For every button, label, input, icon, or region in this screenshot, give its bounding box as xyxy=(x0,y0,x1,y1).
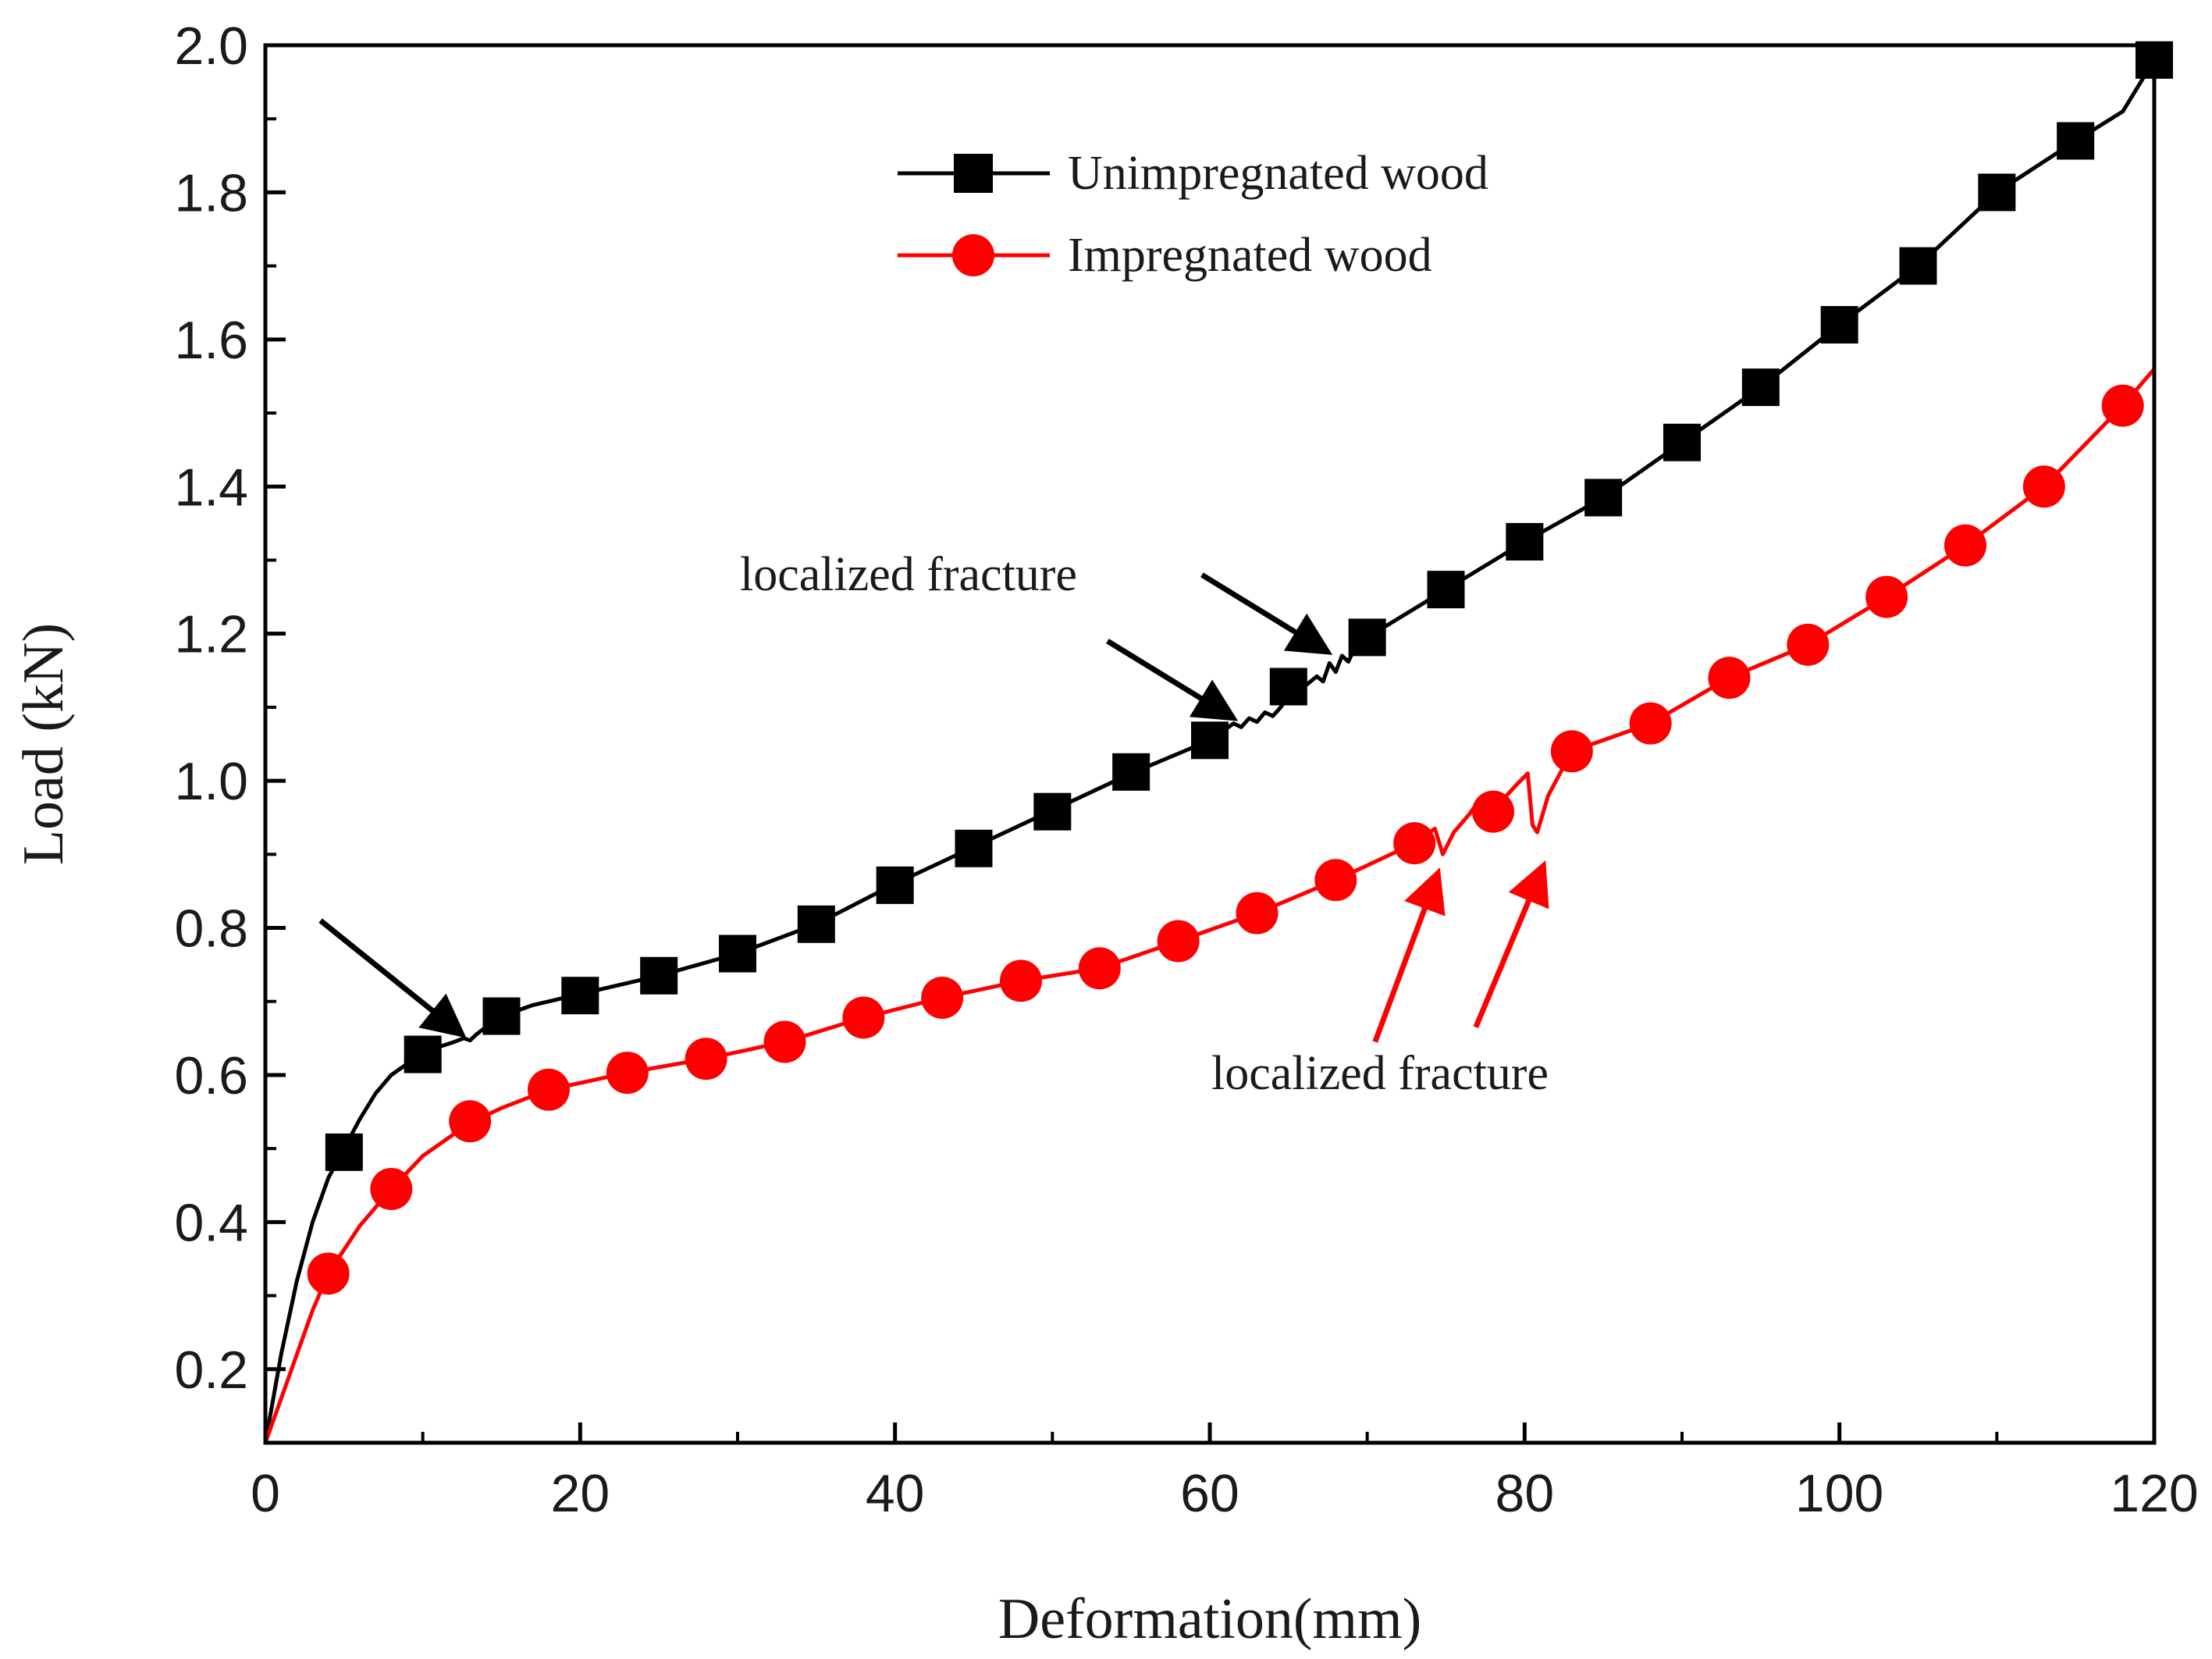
data-point-circle xyxy=(606,1052,649,1095)
x-tick-label: 120 xyxy=(2110,1464,2198,1523)
legend-label-impregnated: Impregnated wood xyxy=(1068,229,1432,282)
annotation-arrow-black xyxy=(318,918,467,1038)
x-tick-label: 80 xyxy=(1495,1464,1555,1523)
annotation-arrow-red xyxy=(1372,867,1446,1043)
y-tick-label: 2.0 xyxy=(174,16,248,76)
tick-labels: 0 20 40 60 80 100 120 0.2 0.4 0.6 0.8 1.0 1.2 1.4 1.6 1… xyxy=(174,16,2198,1523)
x-tick-label: 0 xyxy=(251,1464,280,1523)
y-axis-title: Load (kN) xyxy=(12,623,76,865)
data-point-circle xyxy=(763,1020,806,1063)
data-point-circle xyxy=(842,996,885,1039)
legend-marker-square xyxy=(954,154,993,193)
y-tick-label: 1.8 xyxy=(174,163,248,223)
annotation-arrow-red xyxy=(1473,860,1549,1029)
data-point-circle xyxy=(1708,657,1751,700)
legend-marker-circle xyxy=(952,234,994,276)
data-point-circle xyxy=(370,1167,413,1210)
data-point-square xyxy=(1269,668,1307,706)
annotation-arrow-black xyxy=(1200,572,1333,655)
data-point-circle xyxy=(2022,465,2065,508)
data-point-square xyxy=(482,997,521,1035)
y-tick-label: 0.8 xyxy=(174,899,248,959)
data-point-circle xyxy=(1236,892,1278,935)
annotation-layer xyxy=(318,572,1549,1043)
y-tick-label: 0.2 xyxy=(174,1340,248,1400)
data-point-circle xyxy=(528,1068,570,1111)
y-tick-label: 1.6 xyxy=(174,311,248,370)
data-point-circle xyxy=(1393,822,1436,865)
data-point-square xyxy=(325,1133,363,1171)
data-point-circle xyxy=(1157,920,1200,963)
y-tick-label: 1.4 xyxy=(174,457,248,517)
series-line-1 xyxy=(265,367,2154,1443)
data-point-square xyxy=(1427,571,1465,609)
data-point-circle xyxy=(921,977,964,1020)
data-point-square xyxy=(561,977,599,1015)
y-tick-label: 0.6 xyxy=(174,1046,248,1105)
data-point-circle xyxy=(1787,623,1830,666)
marker-layer xyxy=(307,41,2173,1295)
annotation-label-black: localized fracture xyxy=(740,548,1077,601)
data-point-circle xyxy=(1629,702,1672,745)
x-tick-label: 40 xyxy=(866,1464,925,1523)
y-tick-label: 1.0 xyxy=(174,752,248,811)
data-point-square xyxy=(1820,306,1858,344)
data-point-square xyxy=(1191,721,1229,760)
data-point-square xyxy=(2057,122,2095,160)
x-axis-title: Deformation(mm) xyxy=(998,1587,1422,1651)
y-tick-label: 0.4 xyxy=(174,1193,248,1252)
annotation-arrow-black xyxy=(1106,639,1239,721)
data-point-square xyxy=(1978,173,2016,212)
x-tick-label: 20 xyxy=(551,1464,610,1523)
data-point-square xyxy=(1506,522,1544,561)
data-point-square xyxy=(1741,368,1780,407)
data-point-square xyxy=(1899,247,1937,285)
data-point-square xyxy=(1348,618,1386,657)
data-point-circle xyxy=(1314,859,1357,902)
data-point-square xyxy=(955,829,993,867)
data-point-square xyxy=(719,935,756,973)
x-tick-label: 60 xyxy=(1180,1464,1239,1523)
x-tick-label: 100 xyxy=(1795,1464,1883,1523)
data-point-circle xyxy=(1472,790,1514,833)
data-point-square xyxy=(1663,423,1701,461)
data-point-circle xyxy=(449,1100,492,1143)
data-point-circle xyxy=(1078,947,1121,990)
y-tick-label: 1.2 xyxy=(174,605,248,664)
annotation-label-red: localized fracture xyxy=(1211,1047,1549,1100)
data-point-square xyxy=(1033,792,1072,831)
data-point-circle xyxy=(1944,524,1986,567)
data-point-square xyxy=(1584,479,1623,517)
data-point-square xyxy=(1112,753,1150,791)
legend: Unimpregnated wood Impregnated wood xyxy=(898,147,1488,282)
data-point-circle xyxy=(685,1038,727,1080)
data-point-circle xyxy=(2101,384,2144,427)
legend-label-unimpregnated: Unimpregnated wood xyxy=(1068,147,1488,200)
data-point-square xyxy=(876,866,914,904)
data-point-circle xyxy=(307,1252,350,1295)
data-point-square xyxy=(640,956,678,995)
data-point-square xyxy=(404,1035,442,1073)
data-point-square xyxy=(797,905,835,943)
plot-frame xyxy=(263,43,2157,1445)
data-point-circle xyxy=(1000,959,1042,1002)
data-point-circle xyxy=(1550,730,1593,773)
data-point-circle xyxy=(1865,575,1908,618)
